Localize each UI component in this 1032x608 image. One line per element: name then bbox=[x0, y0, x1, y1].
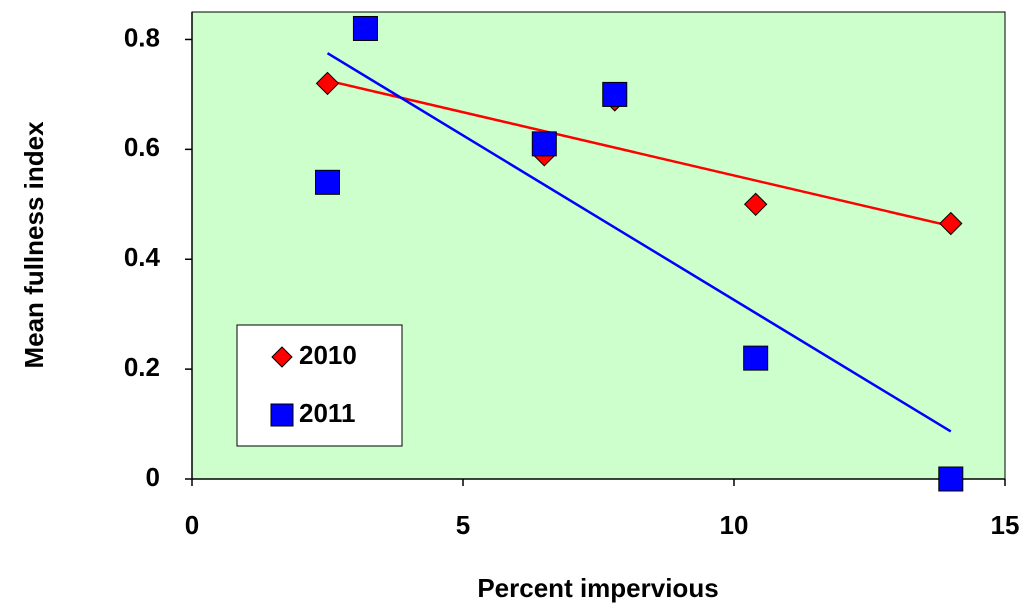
point bbox=[743, 192, 768, 217]
legend-label: 2011 bbox=[299, 398, 355, 428]
x-tick-label: 0 bbox=[185, 510, 199, 540]
y-tick-label: 0.2 bbox=[124, 352, 160, 382]
point bbox=[938, 466, 964, 492]
point bbox=[602, 81, 628, 107]
y-tick-label: 0 bbox=[146, 462, 160, 492]
point bbox=[315, 169, 340, 195]
x-axis-label: Percent impervious bbox=[477, 573, 718, 603]
point bbox=[352, 15, 378, 41]
y-tick-label: 0.6 bbox=[124, 132, 160, 162]
legend-marker bbox=[271, 346, 293, 368]
y-tick-label: 0.8 bbox=[124, 22, 160, 52]
legend-label: 2010 bbox=[299, 340, 357, 370]
legend-box bbox=[236, 324, 403, 447]
legend-marker bbox=[270, 403, 294, 427]
x-tick-label: 5 bbox=[456, 510, 470, 540]
y-tick-label: 0.4 bbox=[124, 242, 161, 272]
x-tick-label: 15 bbox=[991, 510, 1020, 540]
point bbox=[743, 345, 769, 371]
trendline bbox=[327, 79, 952, 228]
trendline bbox=[326, 52, 952, 433]
x-tick-label: 10 bbox=[720, 510, 749, 540]
point bbox=[531, 131, 557, 157]
point bbox=[939, 211, 963, 236]
y-axis-label: Mean fullness index bbox=[19, 121, 49, 369]
point bbox=[315, 71, 340, 96]
